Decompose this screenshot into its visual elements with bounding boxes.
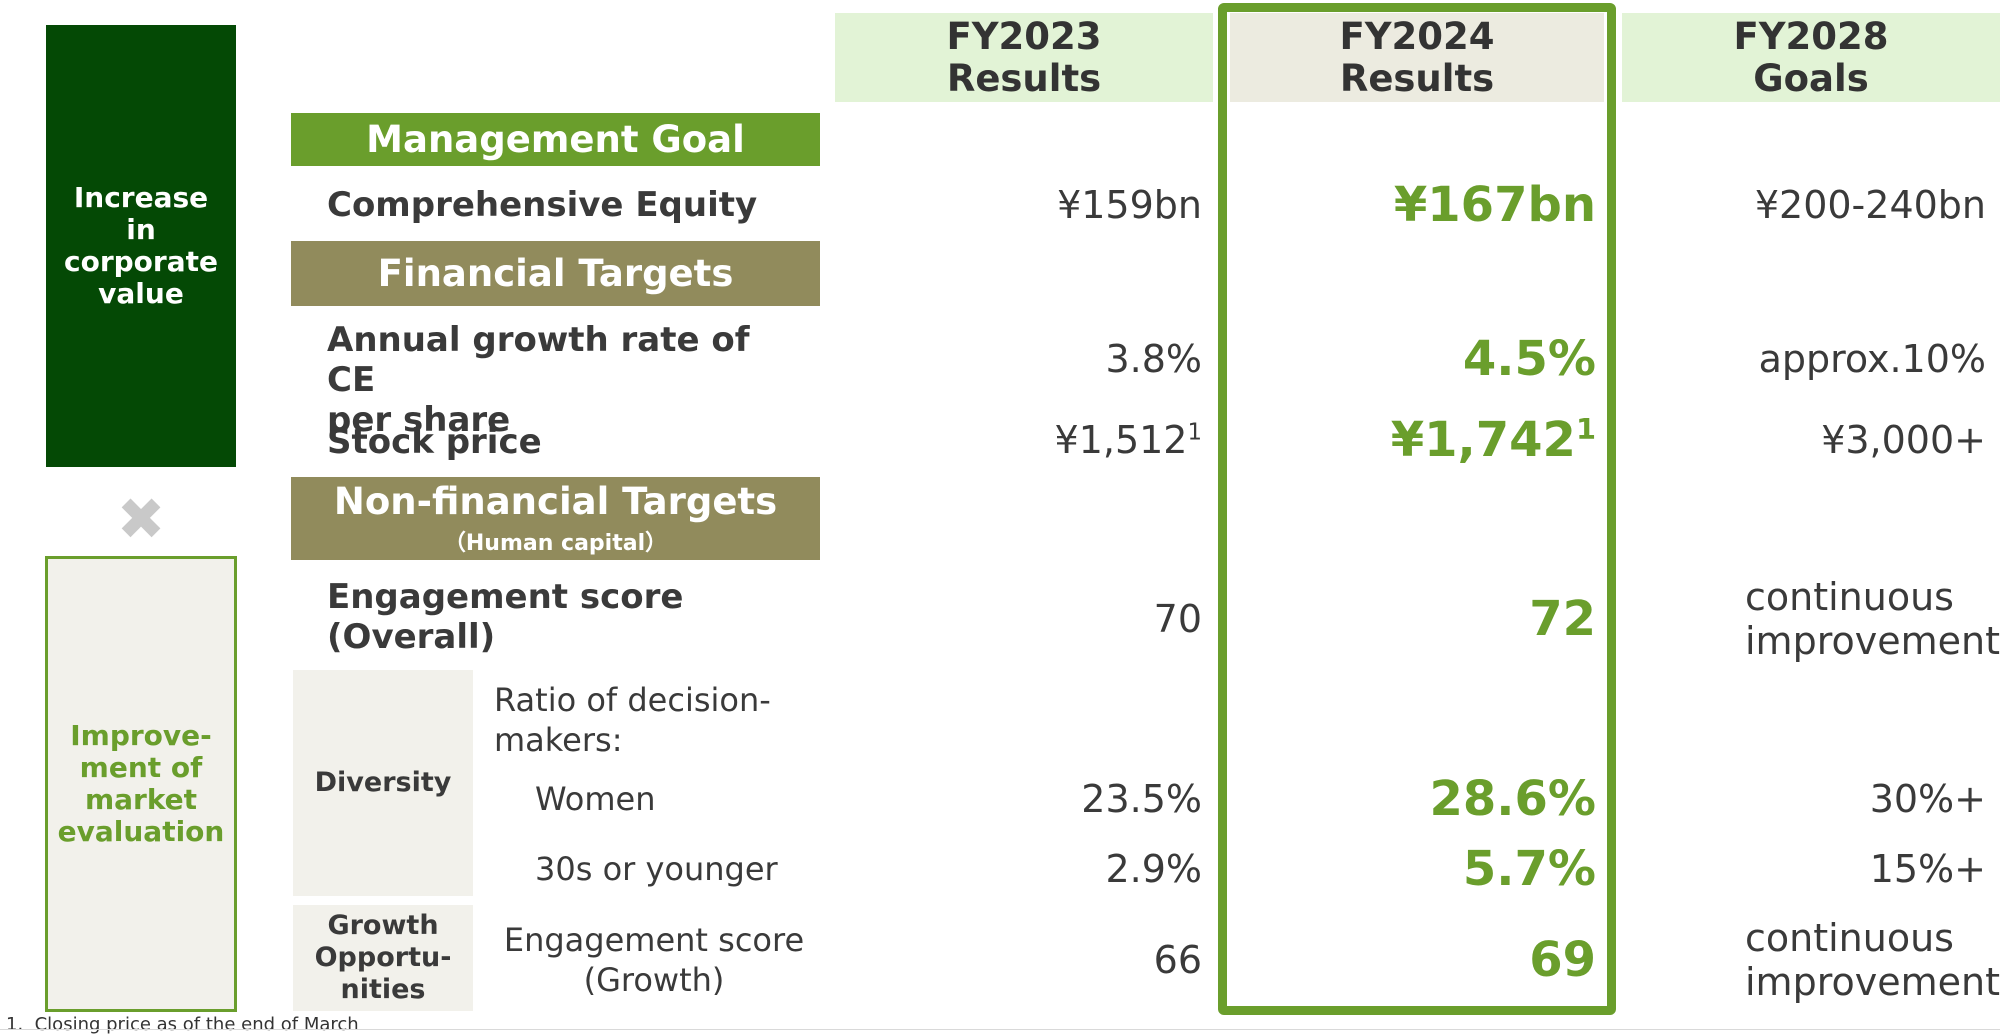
value-women-fy2023: 23.5% (1081, 777, 1202, 821)
row-label-engagement-overall: Engagement score (Overall) (327, 577, 684, 657)
section-management-goal: Management Goal (291, 113, 820, 166)
value-engagement-growth-fy2028: continuous improvement (1745, 916, 2000, 1004)
column-header-fy2024-year: FY2024 (1339, 14, 1495, 58)
value-engagement-overall-fy2024: 72 (1529, 591, 1596, 647)
column-header-fy2024-kind: Results (1339, 56, 1495, 100)
value-comprehensive-equity-fy2023: ¥159bn (1057, 183, 1202, 227)
diversity-intro: Ratio of decision- makers: (494, 681, 771, 759)
pillar-corporate-value-text: Increase in corporate value (64, 181, 218, 310)
value-comprehensive-equity-fy2024: ¥167bn (1393, 177, 1596, 233)
value-30s-fy2024: 5.7% (1462, 841, 1596, 897)
value-ce-growth-fy2024: 4.5% (1462, 331, 1596, 387)
category-growth-opportunities-label: Growth Opportu- nities (314, 910, 452, 1005)
section-management-goal-title: Management Goal (366, 118, 745, 161)
multiply-icon: ✖ (116, 485, 166, 553)
column-header-fy2024: FY2024 Results (1230, 13, 1604, 102)
row-label-stock-price: Stock price (327, 422, 542, 462)
value-engagement-growth-fy2023: 66 (1153, 938, 1202, 982)
value-engagement-overall-fy2023: 70 (1153, 597, 1202, 641)
row-label-comprehensive-equity: Comprehensive Equity (327, 185, 758, 225)
value-comprehensive-equity-fy2028: ¥200-240bn (1754, 183, 1986, 227)
footnote-mark-fy2024: 1 (1575, 412, 1596, 446)
footnote-mark-fy2023: 1 (1187, 419, 1202, 446)
value-stock-price-fy2024-amount: ¥1,742 (1390, 412, 1576, 468)
value-30s-fy2028: 15%+ (1869, 847, 1986, 891)
row-label-30s-or-younger: 30s or younger (535, 850, 778, 888)
section-financial-targets: Financial Targets (291, 241, 820, 306)
value-stock-price-fy2028: ¥3,000+ (1821, 418, 1986, 462)
column-header-fy2028-year: FY2028 (1733, 14, 1889, 58)
value-stock-price-fy2024: ¥1,7421 (1260, 414, 1596, 466)
value-ce-growth-fy2028: approx.10% (1758, 337, 1986, 381)
column-header-fy2028-kind: Goals (1753, 56, 1869, 100)
column-header-fy2023: FY2023 Results (835, 13, 1213, 102)
value-women-fy2024: 28.6% (1429, 771, 1596, 827)
section-nonfinancial-targets-title: Non-financial Targets (333, 480, 778, 523)
category-growth-opportunities: Growth Opportu- nities (293, 905, 473, 1011)
value-engagement-overall-fy2028: continuous improvement (1745, 575, 2000, 663)
column-header-fy2028: FY2028 Goals (1622, 13, 2000, 102)
value-30s-fy2023: 2.9% (1105, 847, 1202, 891)
pillar-market-evaluation: Improve- ment of market evaluation (45, 556, 237, 1012)
value-stock-price-fy2023: ¥1,5121 (900, 418, 1202, 462)
fy2024-highlight-frame (1218, 3, 1616, 1015)
row-label-engagement-growth: Engagement score (Growth) (503, 921, 805, 999)
column-header-fy2023-kind: Results (946, 56, 1102, 100)
pillar-market-evaluation-text: Improve- ment of market evaluation (57, 719, 225, 848)
value-women-fy2028: 30%+ (1869, 777, 1986, 821)
bottom-rule (0, 1029, 2000, 1030)
pillar-corporate-value: Increase in corporate value (46, 25, 236, 467)
value-engagement-growth-fy2024: 69 (1529, 932, 1596, 988)
value-stock-price-fy2023-amount: ¥1,512 (1054, 418, 1188, 462)
value-ce-growth-fy2023: 3.8% (1105, 337, 1202, 381)
category-diversity-label: Diversity (314, 767, 452, 798)
row-label-women: Women (535, 780, 656, 818)
section-financial-targets-title: Financial Targets (377, 252, 734, 295)
category-diversity: Diversity (293, 670, 473, 896)
section-nonfinancial-targets-subtitle: （Human capital） (443, 531, 668, 556)
column-header-fy2023-year: FY2023 (946, 14, 1102, 58)
section-nonfinancial-targets: Non-financial Targets （Human capital） (291, 477, 820, 560)
row-label-ce-growth: Annual growth rate of CE per share (327, 320, 750, 440)
